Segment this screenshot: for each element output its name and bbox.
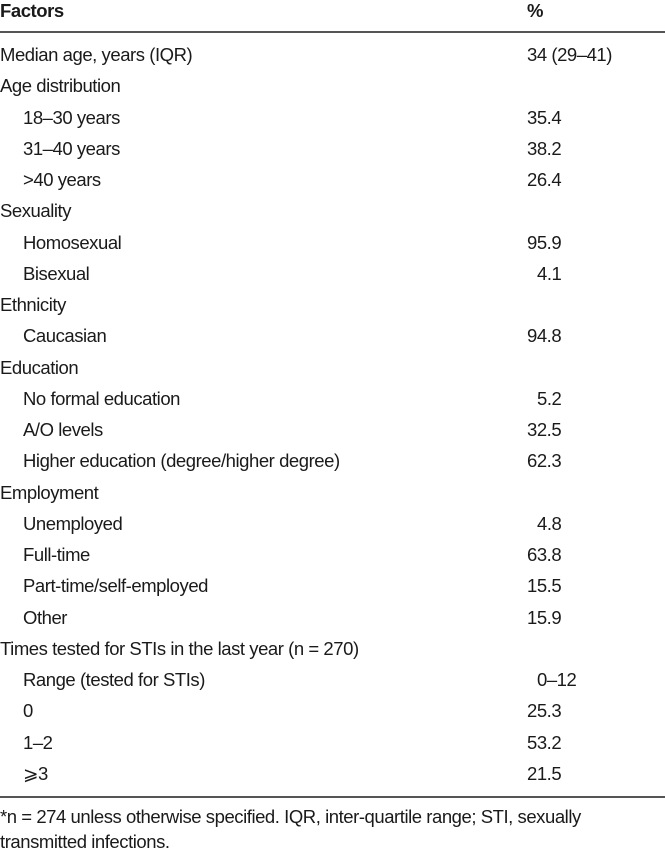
- table-row: Part-time/self-employed 15.5: [0, 570, 665, 601]
- row-label: Range (tested for STIs): [23, 669, 205, 691]
- row-value: 95.9: [527, 231, 562, 253]
- row-label: Caucasian: [23, 325, 107, 347]
- row-value: 38.2: [527, 137, 562, 159]
- row-label: Times tested for STIs in the last year (…: [0, 637, 359, 659]
- table-row: A/O levels 32.5: [0, 414, 665, 445]
- table-row: Homosexual 95.9: [0, 227, 665, 258]
- bottom-rule: [0, 796, 665, 798]
- row-label: Education: [0, 356, 79, 378]
- table-row: Ethnicity: [0, 289, 665, 320]
- row-label: Age distribution: [0, 75, 121, 97]
- row-label: 18–30 years: [23, 106, 120, 128]
- row-label: A/O levels: [23, 419, 103, 441]
- table-row: 1–2 53.2: [0, 727, 665, 758]
- row-label: Full-time: [23, 544, 90, 566]
- table-row: 0 25.3: [0, 695, 665, 726]
- table-row: Range (tested for STIs) 0–12: [0, 664, 665, 695]
- row-value: 94.8: [527, 325, 562, 347]
- row-label: Ethnicity: [0, 294, 66, 316]
- table-row: 31–40 years 38.2: [0, 133, 665, 164]
- header-factors: Factors: [0, 0, 64, 21]
- row-value: 34 (29–41): [527, 44, 612, 65]
- row-label: Median age, years (IQR): [0, 44, 193, 65]
- row-label: >40 years: [23, 169, 101, 191]
- row-value: 62.3: [527, 450, 562, 472]
- row-label: ⩾3: [23, 762, 48, 784]
- row-value: 5.2: [537, 387, 562, 409]
- row-label: Other: [23, 606, 68, 628]
- row-value: 15.9: [527, 606, 562, 628]
- table-row: Employment: [0, 477, 665, 508]
- table-row: Bisexual 4.1: [0, 258, 665, 289]
- row-label: 0: [23, 700, 33, 722]
- row-value: 0–12: [537, 669, 577, 691]
- row-label: 31–40 years: [23, 137, 120, 159]
- row-value: 4.1: [537, 262, 562, 284]
- row-value: 32.5: [527, 419, 562, 441]
- row-value: 25.3: [527, 700, 562, 722]
- table-row: Full-time 63.8: [0, 539, 665, 570]
- row-value: 15.5: [527, 575, 562, 597]
- table-row: 18–30 years 35.4: [0, 102, 665, 133]
- table-row: Times tested for STIs in the last year (…: [0, 633, 665, 664]
- table-row: Median age, years (IQR) 34 (29–41): [0, 39, 665, 70]
- table-row: Caucasian 94.8: [0, 320, 665, 351]
- row-value: 4.8: [537, 512, 562, 534]
- table-row: Unemployed 4.8: [0, 508, 665, 539]
- row-label: Sexuality: [0, 200, 72, 222]
- row-label: 1–2: [23, 731, 53, 753]
- footnote: *n = 274 unless otherwise specified. IQR…: [0, 806, 581, 852]
- row-label: No formal education: [23, 387, 181, 409]
- row-label: Homosexual: [23, 231, 122, 253]
- table-row: >40 years 26.4: [0, 164, 665, 195]
- row-value: 63.8: [527, 544, 562, 566]
- table-row: ⩾3 21.5: [0, 758, 665, 789]
- table-row: Sexuality: [0, 195, 665, 226]
- header-rule: [0, 31, 665, 33]
- row-value: 35.4: [527, 106, 562, 128]
- header-percent: %: [527, 0, 543, 21]
- table-header: Factors %: [0, 0, 665, 24]
- row-value: 26.4: [527, 169, 562, 191]
- row-label: Employment: [0, 481, 99, 503]
- table-row: Age distribution: [0, 70, 665, 101]
- row-label: Higher education (degree/higher degree): [23, 450, 340, 472]
- row-label: Bisexual: [23, 262, 90, 284]
- row-label: Part-time/self-employed: [23, 575, 208, 597]
- row-value: 53.2: [527, 731, 562, 753]
- table-row: Education: [0, 352, 665, 383]
- table-row: Other 15.9: [0, 602, 665, 633]
- row-label: Unemployed: [23, 512, 123, 534]
- table-row: No formal education 5.2: [0, 383, 665, 414]
- table-row: Higher education (degree/higher degree) 6…: [0, 445, 665, 476]
- row-value: 21.5: [527, 762, 562, 784]
